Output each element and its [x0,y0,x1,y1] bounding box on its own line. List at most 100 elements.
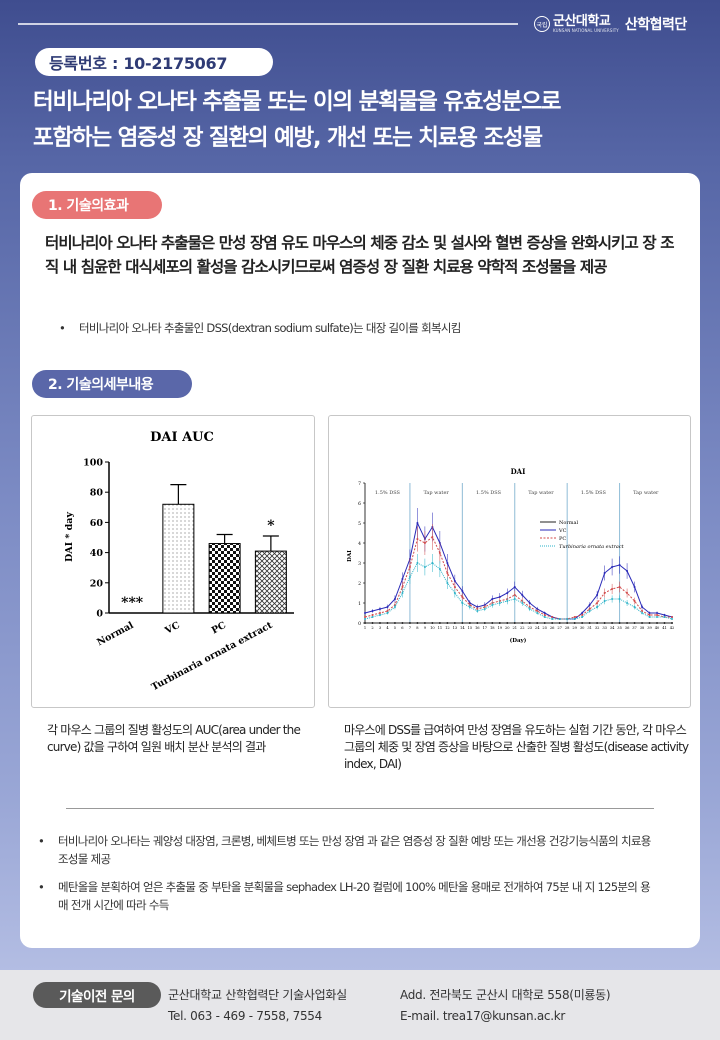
data-point [551,616,554,618]
organization-name: 산학협력단 [624,17,687,33]
data-point [483,622,486,624]
x-tick-label: 22 [520,626,525,630]
page-title: 터비나리아 오나타 추출물 또는 이의 분획물을 유효성분으로 포함하는 염증성… [33,84,703,156]
x-tick-label: 38 [640,626,645,630]
data-point [528,602,531,604]
data-point [648,614,651,616]
data-point [431,562,434,564]
data-point [423,566,426,568]
data-point [506,592,509,594]
data-point [581,612,584,614]
data-point [566,618,569,620]
data-point [558,618,561,620]
significance-label: *** [121,595,144,611]
data-point [506,622,509,624]
contact-department: 군산대학교 산학협력단 기술사업화실 [168,988,347,1002]
data-point [506,600,509,602]
x-tick-label: 29 [572,626,577,630]
data-point [386,622,389,624]
data-point [558,622,561,624]
x-tick-label: 16 [475,626,480,630]
contact-phone: Tel. 063 - 469 - 7558, 7554 [168,1009,322,1023]
emblem-text: 국립 [536,21,548,29]
data-point [401,586,404,588]
data-point [498,596,501,598]
data-point [393,598,396,600]
data-point [461,622,464,624]
section-2-label: 2. 기술의세부내용 [32,370,192,398]
data-point [476,608,479,610]
x-axis-label: (Day) [510,637,527,644]
data-point [648,612,651,614]
x-tick-label: VC [163,620,183,637]
data-point [364,612,366,614]
x-tick-label: 21 [512,626,517,630]
data-point [648,622,651,624]
data-point [536,608,539,610]
data-point [626,570,629,572]
data-point [618,564,621,566]
data-point [468,606,471,608]
data-point [588,622,591,624]
y-tick-label: 1 [358,601,361,607]
data-point [551,622,554,624]
data-point [641,606,644,608]
university-name: 군산대학교 [553,14,611,29]
x-tick-label: 7 [409,626,412,630]
x-tick-label: 26 [550,626,555,630]
x-tick-label: 17 [483,626,488,630]
data-point [611,566,614,568]
x-tick-label: 1 [364,626,366,630]
period-label: Tap water [423,490,449,496]
chart-2-caption: 마우스에 DSS를 급여하여 만성 장염을 유도하는 실험 기간 동안, 각 마… [344,723,689,771]
legend-label: Normal [559,520,578,526]
x-tick-label: 2 [371,626,373,630]
data-point [513,594,516,596]
detail-bullet-1: • 터비나리아 오나타는 궤양성 대장염, 크론병, 베체트병 또는 만성 장염 … [38,832,658,868]
data-point [364,618,366,620]
data-point [416,562,419,564]
y-tick-label: 60 [90,518,104,529]
data-point [588,610,591,612]
x-tick-label: 37 [632,626,637,630]
x-tick-label: 28 [565,626,570,630]
data-point [581,616,584,618]
title-line-2: 포함하는 염증성 장 질환의 예방, 개선 또는 치료용 조성물 [33,125,543,151]
x-tick-label: 40 [655,626,660,630]
effect-bullet-text: 터비나리아 오나타 추출물인 DSS(dextran sodium sulfat… [79,321,461,335]
x-tick-label: 33 [602,626,607,630]
period-label: 1.5% DSS [581,490,607,496]
data-point [453,622,456,624]
data-point [408,576,411,578]
period-label: 1.5% DSS [375,490,401,496]
data-point [573,622,576,624]
data-point [588,604,591,606]
data-point [491,622,494,624]
chart-title: DAI AUC [150,430,214,445]
data-point [573,618,576,620]
divider [66,808,654,809]
x-tick-label: 13 [453,626,458,630]
data-point [408,622,411,624]
data-point [453,586,456,588]
x-tick-label: 23 [527,626,532,630]
data-point [393,622,396,624]
significance-label: * [267,518,275,534]
data-point [603,600,606,602]
y-tick-label: 6 [358,501,361,507]
data-point [588,608,591,610]
data-point [461,596,464,598]
dai-auc-chart-box: DAI AUC 0 20 40 60 80 100 DAI * day *** Normal VC P… [31,415,315,708]
data-point [446,572,449,574]
y-tick-label: 2 [358,581,361,587]
bar [208,543,241,614]
data-point [498,602,501,604]
data-point [468,622,471,624]
data-point [423,542,426,544]
x-tick-label: PC [210,620,229,637]
y-tick-label: 20 [90,578,104,589]
university-english-name: KUNSAN NATIONAL UNIVERSITY [553,28,619,33]
legend-label: VC [558,528,567,534]
data-point [461,590,464,592]
data-point [633,600,636,602]
